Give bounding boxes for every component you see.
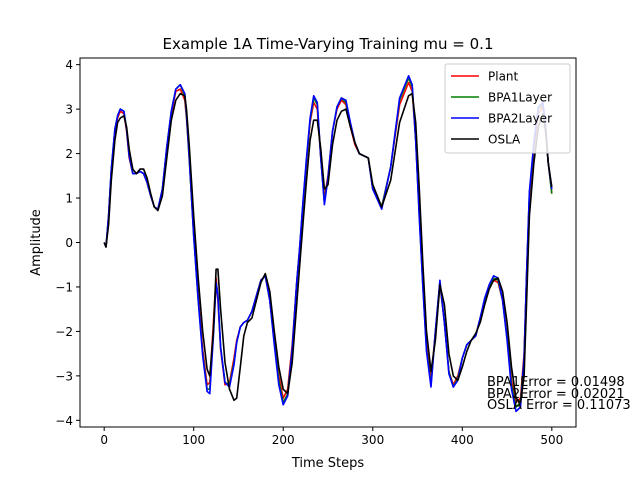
- x-tick-label: 100: [182, 433, 205, 447]
- x-tick-label: 0: [100, 433, 108, 447]
- legend-label: BPA1Layer: [488, 91, 552, 105]
- y-tick-label: 3: [65, 103, 73, 117]
- x-tick-label: 400: [451, 433, 474, 447]
- y-tick-label: 2: [65, 147, 73, 161]
- legend-label: OSLA: [488, 133, 521, 147]
- y-tick-label: 4: [65, 58, 73, 72]
- plot-area-frame: [79, 57, 577, 428]
- y-tick-label: −4: [55, 414, 73, 428]
- y-tick-label: −2: [55, 325, 73, 339]
- series-line-osla: [103, 92, 553, 404]
- annotation-osla-error: OSLA Error = 0.11073: [487, 398, 631, 413]
- y-tick-label: 1: [65, 192, 73, 206]
- plot-lines: [103, 75, 553, 413]
- x-axis-label: Time Steps: [291, 456, 365, 471]
- legend-label: BPA2Layer: [488, 112, 552, 126]
- annotation-bpa2-error: BPA2Error = 0.02021: [487, 387, 625, 402]
- x-tick-label: 200: [272, 433, 295, 447]
- y-tick-label: −3: [55, 369, 73, 383]
- axis-ticks: 0 100 200 300 400 500 −4 −3 −2 −1 0 1 2 3 4: [55, 58, 563, 447]
- legend-label: Plant: [488, 70, 519, 84]
- legend-box: [444, 63, 571, 154]
- legend: Plant BPA1Layer BPA2Layer OSLA: [444, 63, 571, 154]
- series-line-bpa2layer: [103, 75, 553, 413]
- y-tick-label: 0: [65, 236, 73, 250]
- y-axis-label: Amplitude: [29, 209, 44, 276]
- x-tick-label: 500: [540, 433, 563, 447]
- chart-title: Example 1A Time-Varying Training mu = 0.…: [163, 35, 494, 53]
- x-tick-label: 300: [361, 433, 384, 447]
- y-tick-label: −1: [55, 280, 73, 294]
- annotation-bpa1-error: BPA1Error = 0.01498: [487, 375, 625, 390]
